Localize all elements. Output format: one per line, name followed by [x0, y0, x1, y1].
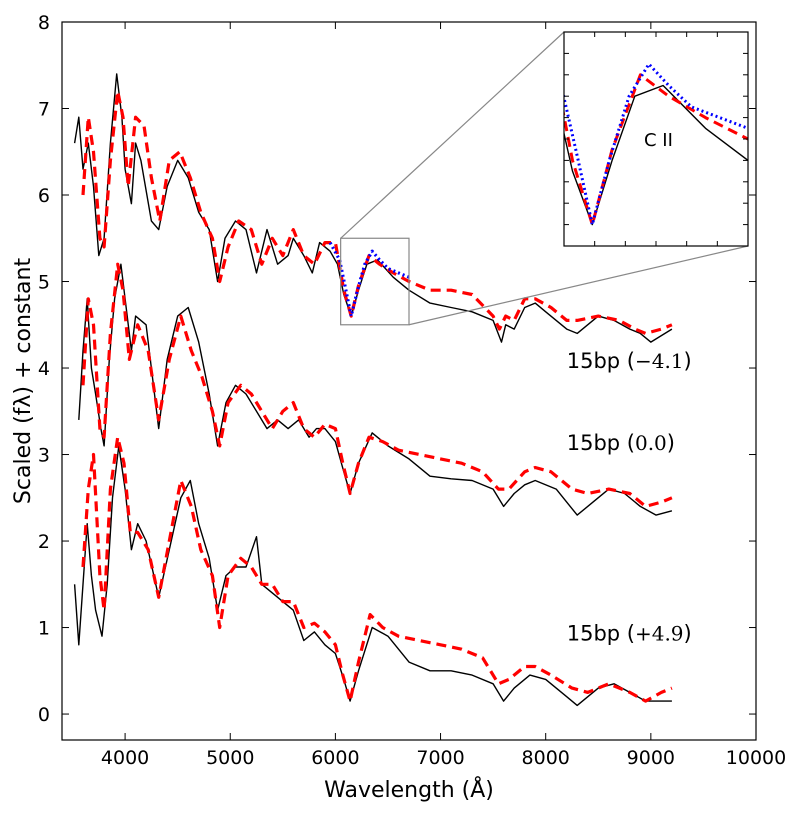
y-tick-label: 4 [38, 358, 50, 380]
inset-series [564, 62, 748, 227]
phase-annotation-1: 15bp (0.0) [567, 431, 675, 455]
series-6-line [81, 435, 673, 703]
y-tick-label: 1 [38, 618, 50, 640]
x-axis-label: Wavelength (Å) [324, 776, 494, 803]
x-tick-label: 7000 [416, 747, 464, 769]
zoom-region-box [340, 237, 410, 326]
phase-annotation-2: 15bp (+4.9) [567, 622, 692, 646]
y-tick-label: 5 [38, 272, 50, 294]
x-tick-label: 8000 [522, 747, 570, 769]
x-tick-label: 5000 [206, 747, 254, 769]
y-tick-label: 8 [38, 12, 50, 34]
annotations: 15bp (−4.1) 15bp (0.0) 15bp (+4.9) [567, 349, 692, 645]
inset-series-1-line [564, 73, 748, 227]
inset-frame [563, 31, 749, 247]
inset-panel: C II [563, 31, 749, 247]
ticks-layer: 4000 5000 6000 7000 8000 9000 10000 0 1 2 3 4 5 6 7 8 [38, 12, 786, 769]
series-0-line [73, 73, 673, 343]
series-3-line [78, 263, 673, 516]
plot-frame [61, 21, 757, 741]
x-tick-label: 4000 [101, 747, 149, 769]
series-1-line [81, 89, 673, 335]
x-tick-label: 9000 [627, 747, 675, 769]
zoom-connector [340, 31, 565, 239]
y-tick-label: 3 [38, 445, 50, 467]
series-2-line [328, 241, 410, 318]
zoom-connector [408, 245, 749, 326]
y-axis-label: Scaled (fλ) + constant [11, 258, 36, 505]
y-tick-label: 2 [38, 531, 50, 553]
series-layer [73, 73, 673, 707]
x-tick-label: 10000 [726, 747, 786, 769]
zoom-callout [340, 31, 749, 326]
inset-series-0-line [564, 84, 748, 226]
y-tick-label: 7 [38, 99, 50, 121]
x-tick-label: 6000 [311, 747, 359, 769]
phase-annotation-0: 15bp (−4.1) [567, 349, 692, 373]
series-5-line [73, 445, 672, 707]
y-tick-label: 0 [38, 704, 50, 726]
y-tick-label: 6 [38, 185, 50, 207]
series-4-line [81, 262, 673, 508]
inset-ion-label: C II [644, 130, 673, 151]
